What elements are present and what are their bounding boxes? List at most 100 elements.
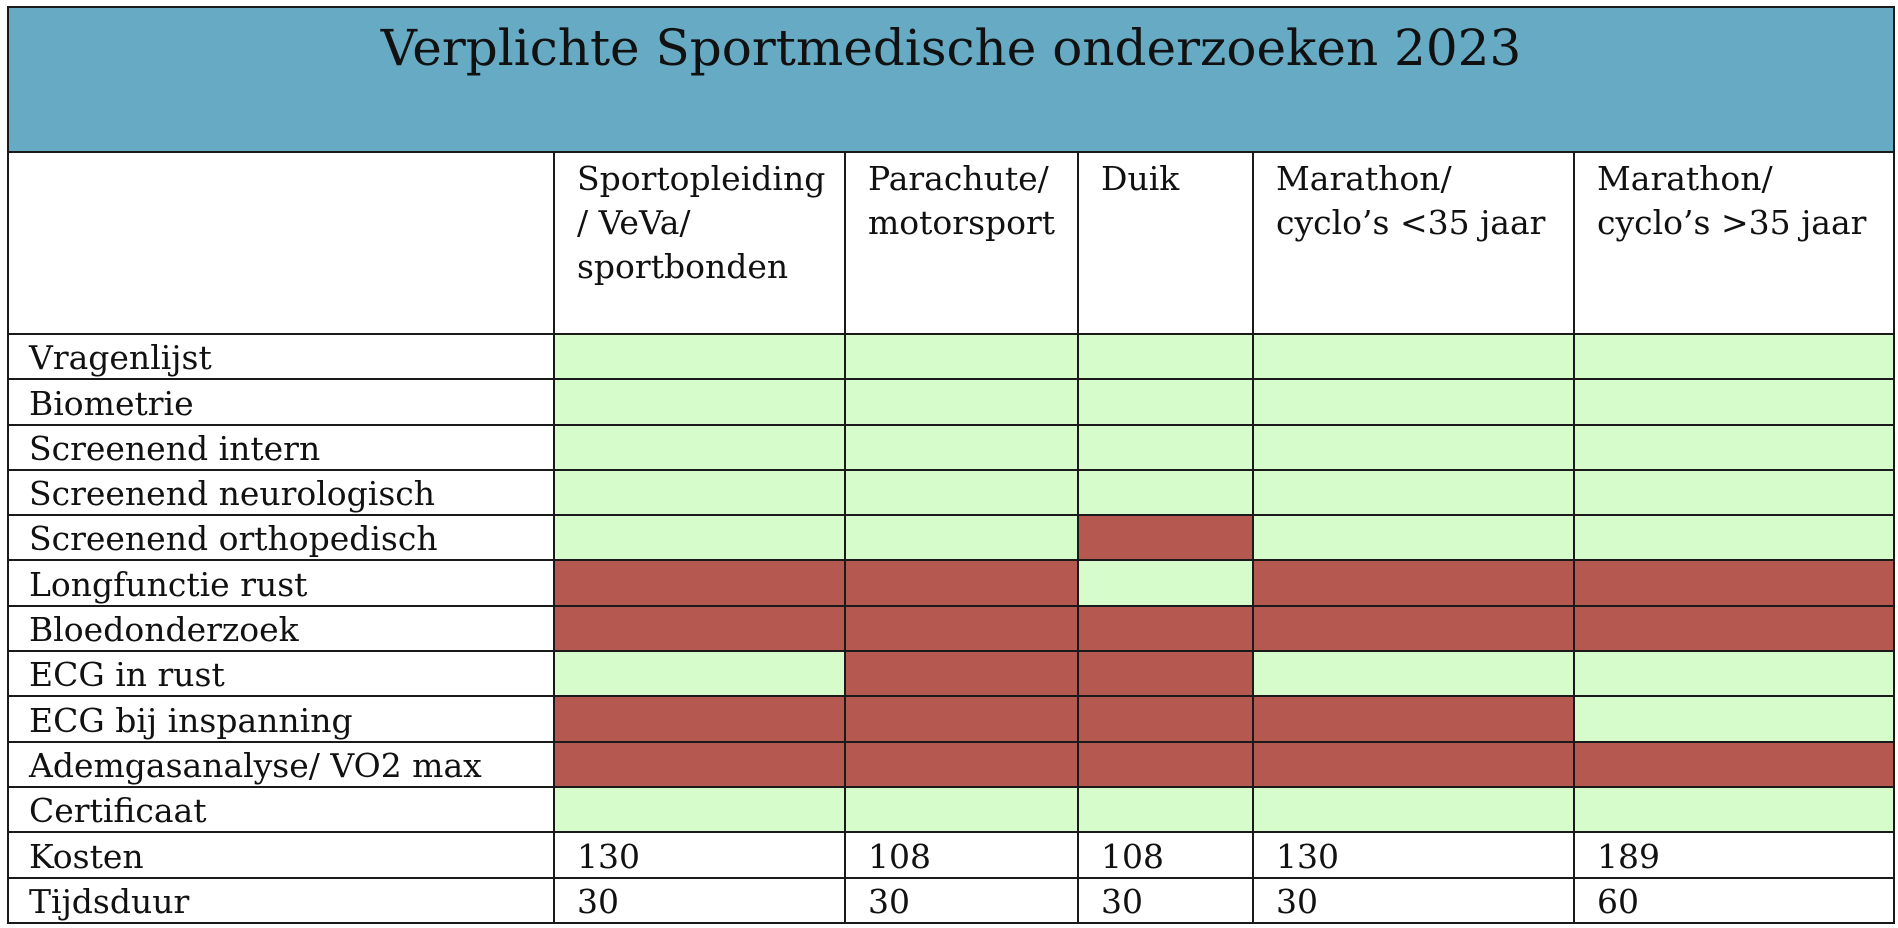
not-included-cell	[1572, 740, 1896, 788]
column-header-empty	[7, 151, 555, 335]
included-cell	[1252, 423, 1575, 471]
included-cell	[1077, 785, 1254, 834]
included-cell	[1572, 785, 1896, 834]
included-cell	[1252, 468, 1575, 517]
value-cell: 130	[1252, 831, 1575, 879]
row-label: Screenend neurologisch	[7, 468, 555, 517]
not-included-cell	[844, 650, 1079, 698]
column-header-row: Sportopleiding / VeVa/ sportbonden Parac…	[7, 151, 1896, 335]
table-row: Vragenlijst	[7, 332, 1896, 381]
not-included-cell	[553, 740, 846, 788]
table-row: Screenend neurologisch	[7, 468, 1896, 517]
included-cell	[1252, 332, 1575, 381]
not-included-cell	[553, 559, 846, 607]
included-cell	[1252, 378, 1575, 426]
not-included-cell	[1252, 695, 1575, 743]
column-header: Marathon/ cyclo’s >35 jaar	[1572, 151, 1896, 335]
table-body: Vragenlijst Biometrie Screenend intern Scre…	[7, 332, 1896, 924]
included-cell	[1252, 650, 1575, 698]
included-cell	[553, 785, 846, 834]
not-included-cell	[1077, 604, 1254, 653]
included-cell	[1077, 468, 1254, 517]
row-label: Kosten	[7, 831, 555, 879]
value-cell: 30	[844, 876, 1079, 924]
table-title: Verplichte Sportmedische onderzoeken 202…	[6, 6, 1896, 153]
included-cell	[553, 423, 846, 471]
included-cell	[1572, 468, 1896, 517]
included-cell	[1077, 378, 1254, 426]
included-cell	[1572, 332, 1896, 381]
included-cell	[844, 423, 1079, 471]
table-row: Biometrie	[7, 378, 1896, 426]
row-label: ECG in rust	[7, 650, 555, 698]
row-label: Ademgasanalyse/ VO2 max	[7, 740, 555, 788]
table-row: ECG in rust	[7, 650, 1896, 698]
column-header: Duik	[1077, 151, 1254, 335]
included-cell	[1572, 695, 1896, 743]
included-cell	[844, 468, 1079, 517]
row-label: ECG bij inspanning	[7, 695, 555, 743]
column-header: Marathon/ cyclo’s <35 jaar	[1252, 151, 1575, 335]
included-cell	[1252, 514, 1575, 562]
not-included-cell	[1077, 514, 1254, 562]
value-cell: 30	[553, 876, 846, 924]
row-label: Screenend orthopedisch	[7, 514, 555, 562]
table-row: Bloedonderzoek	[7, 604, 1896, 653]
row-label: Tijdsduur	[7, 876, 555, 924]
not-included-cell	[1252, 740, 1575, 788]
value-cell: 189	[1572, 831, 1896, 879]
not-included-cell	[1572, 604, 1896, 653]
column-header: Sportopleiding / VeVa/ sportbonden	[553, 151, 846, 335]
table-row: Longfunctie rust	[7, 559, 1896, 607]
not-included-cell	[844, 740, 1079, 788]
included-cell	[844, 514, 1079, 562]
included-cell	[1572, 423, 1896, 471]
exam-table-container: Verplichte Sportmedische onderzoeken 202…	[6, 6, 1896, 924]
included-cell	[553, 378, 846, 426]
not-included-cell	[844, 559, 1079, 607]
included-cell	[1572, 378, 1896, 426]
table-row: Screenend orthopedisch	[7, 514, 1896, 562]
table-row: Certificaat	[7, 785, 1896, 834]
included-cell	[1077, 332, 1254, 381]
exam-table: Verplichte Sportmedische onderzoeken 202…	[6, 6, 1896, 924]
value-cell: 30	[1077, 876, 1254, 924]
not-included-cell	[1252, 559, 1575, 607]
value-cell: 130	[553, 831, 846, 879]
included-cell	[844, 332, 1079, 381]
value-cell: 60	[1572, 876, 1896, 924]
row-label: Biometrie	[7, 378, 555, 426]
row-label: Certificaat	[7, 785, 555, 834]
included-cell	[844, 785, 1079, 834]
value-cell: 30	[1252, 876, 1575, 924]
not-included-cell	[553, 604, 846, 653]
value-cell: 108	[844, 831, 1079, 879]
row-label: Vragenlijst	[7, 332, 555, 381]
included-cell	[1252, 785, 1575, 834]
table-row: ECG bij inspanning	[7, 695, 1896, 743]
included-cell	[553, 332, 846, 381]
included-cell	[1572, 514, 1896, 562]
column-header: Parachute/ motorsport	[844, 151, 1079, 335]
row-label: Bloedonderzoek	[7, 604, 555, 653]
included-cell	[1077, 559, 1254, 607]
included-cell	[1572, 650, 1896, 698]
included-cell	[1077, 423, 1254, 471]
value-row: Tijdsduur 30 30 30 30 60	[7, 876, 1896, 924]
not-included-cell	[1077, 695, 1254, 743]
table-row: Ademgasanalyse/ VO2 max	[7, 740, 1896, 788]
not-included-cell	[1572, 559, 1896, 607]
not-included-cell	[1077, 650, 1254, 698]
included-cell	[844, 378, 1079, 426]
value-cell: 108	[1077, 831, 1254, 879]
included-cell	[553, 514, 846, 562]
row-label: Screenend intern	[7, 423, 555, 471]
value-row: Kosten 130 108 108 130 189	[7, 831, 1896, 879]
included-cell	[553, 650, 846, 698]
table-row: Screenend intern	[7, 423, 1896, 471]
not-included-cell	[1077, 740, 1254, 788]
not-included-cell	[1252, 604, 1575, 653]
not-included-cell	[844, 604, 1079, 653]
not-included-cell	[553, 695, 846, 743]
not-included-cell	[844, 695, 1079, 743]
